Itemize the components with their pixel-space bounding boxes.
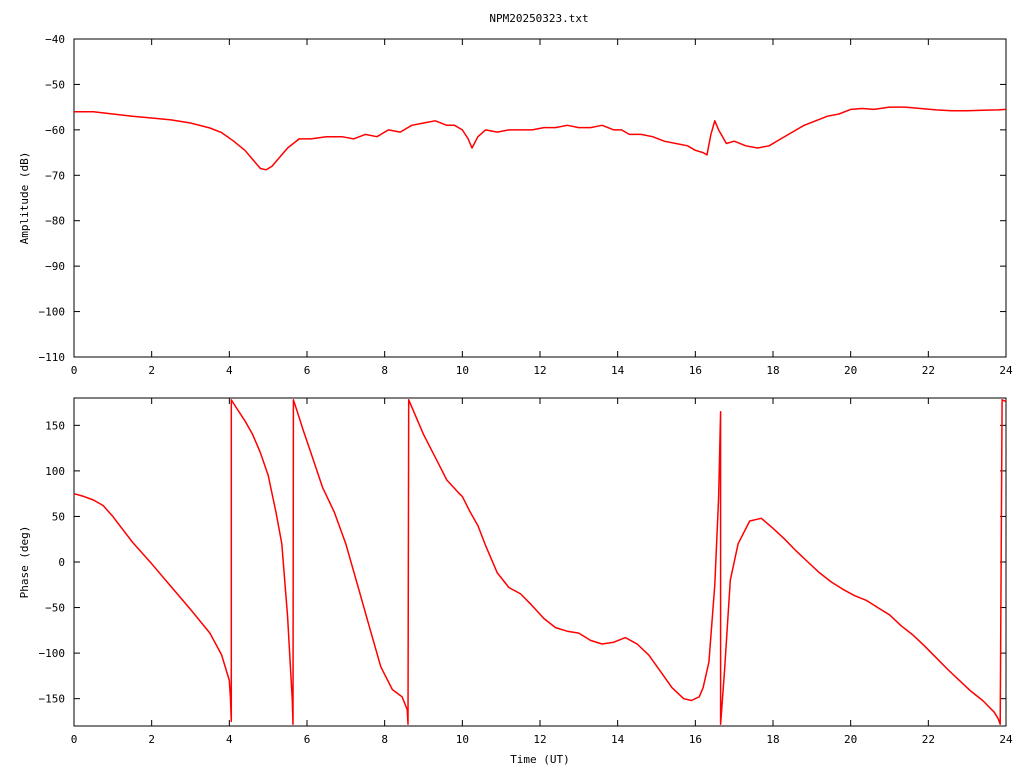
chart-2-xtick-label: 0	[71, 733, 78, 746]
chart-1-ytick-label: −110	[39, 351, 66, 364]
chart-1-xtick-label: 22	[922, 364, 935, 377]
chart-2-series-1-line	[73, 399, 1007, 725]
chart-1-xtick-label: 0	[71, 364, 78, 377]
chart-1-ytick-label: −90	[45, 260, 65, 273]
chart-2-ytick-label: −50	[45, 602, 65, 615]
chart-1-xtick-label: 10	[456, 364, 469, 377]
chart-2-xtick-label: 22	[922, 733, 935, 746]
chart-2-ytick-label: −100	[39, 647, 66, 660]
chart-1-xtick-label: 14	[611, 364, 625, 377]
chart-2-xtick-label: 18	[766, 733, 779, 746]
chart-2-xtick-label: 10	[456, 733, 469, 746]
chart-1-ytick-label: −60	[45, 124, 65, 137]
phase-panel: 0 2 4 6 8 10 12 14 16 18 20 22 24−150−100−5005010015…	[18, 397, 1013, 766]
amplitude-panel: 0 2 4 6 8 10 12 14 16 18 20 22 24−110−100−90−80−70−6…	[18, 33, 1013, 377]
chart-2-ytick-label: 50	[52, 510, 65, 523]
chart-2-xtick-label: 14	[611, 733, 625, 746]
chart-1-xtick-label: 16	[689, 364, 702, 377]
chart-2-xtick-label: 2	[148, 733, 155, 746]
chart-1-ytick-label: −40	[45, 33, 65, 46]
chart-1-ytick-label: −50	[45, 78, 65, 91]
chart-1-xtick-label: 20	[844, 364, 857, 377]
chart-2-xtick-label: 4	[226, 733, 233, 746]
chart-2-ylabel: Phase (deg)	[18, 526, 31, 599]
chart-2-ytick-label: 150	[45, 419, 65, 432]
chart-1-xtick-label: 24	[999, 364, 1013, 377]
chart-1-ylabel: Amplitude (dB)	[18, 152, 31, 245]
chart-2-xtick-label: 8	[381, 733, 388, 746]
chart-1-xtick-label: 6	[304, 364, 311, 377]
chart-1-xtick-label: 12	[533, 364, 546, 377]
chart-2-xlabel: Time (UT)	[510, 753, 570, 766]
chart-2-xtick-label: 12	[533, 733, 546, 746]
chart-1-xtick-label: 18	[766, 364, 779, 377]
chart-1-ytick-label: −80	[45, 215, 65, 228]
chart-1-xtick-label: 4	[226, 364, 233, 377]
chart-1-ytick-label: −100	[39, 306, 66, 319]
chart-2-xtick-label: 6	[304, 733, 311, 746]
chart-1-xtick-label: 2	[148, 364, 155, 377]
chart-2-xtick-label: 16	[689, 733, 702, 746]
chart-1-series-1-line	[74, 106, 1007, 171]
chart-2-ytick-label: 0	[58, 556, 65, 569]
chart-2-xtick-label: 20	[844, 733, 857, 746]
chart-1-ytick-label: −70	[45, 169, 65, 182]
chart-title: NPM20250323.txt	[489, 12, 588, 25]
chart-2-ytick-label: −150	[39, 693, 66, 706]
chart-2-ytick-label: 100	[45, 465, 65, 478]
chart-1-xtick-label: 8	[381, 364, 388, 377]
chart-2-xtick-label: 24	[999, 733, 1013, 746]
